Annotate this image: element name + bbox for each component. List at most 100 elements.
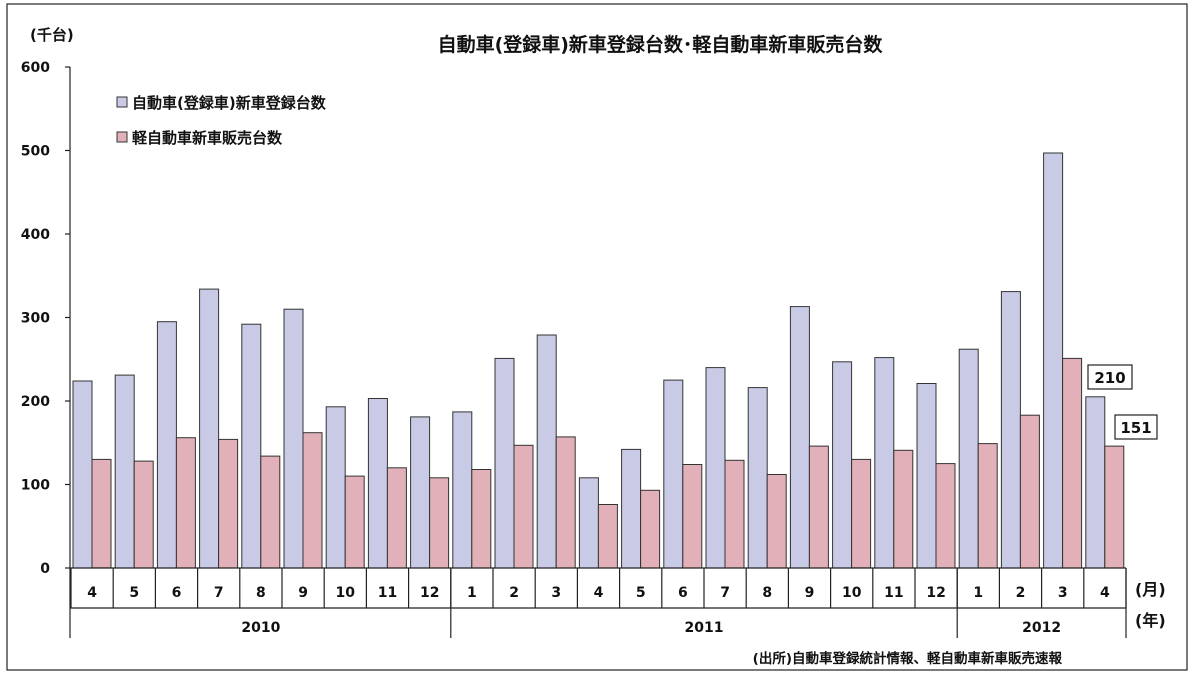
bar-kei	[260, 455, 281, 569]
bar-registered	[367, 398, 388, 569]
x-tick-label: 3	[1058, 585, 1068, 601]
bar-kei	[766, 474, 787, 569]
x-tick-label: 10	[336, 585, 356, 601]
bar-kei	[218, 438, 239, 569]
bar-registered	[72, 380, 93, 569]
callout-151: 151	[1120, 419, 1151, 437]
bar-registered	[241, 323, 262, 569]
bar-kei	[597, 504, 618, 569]
bar-registered	[874, 357, 895, 569]
x-tick-label: 2	[509, 585, 519, 601]
x-tick-label: 4	[594, 585, 604, 601]
bar-kei	[429, 477, 450, 569]
bar-kei	[893, 449, 914, 569]
bar-registered	[621, 448, 642, 569]
x-tick-label: 9	[298, 585, 308, 601]
bar-kei	[935, 463, 956, 569]
x-tick-label: 7	[720, 585, 730, 601]
x-tick-label: 5	[636, 585, 646, 601]
bar-registered	[578, 477, 599, 569]
source-note: (出所)自動車登録統計情報、軽自動車新車販売速報	[753, 650, 1063, 667]
y-tick-label: 400	[21, 227, 50, 243]
x-tick-label: 8	[256, 585, 266, 601]
legend-swatch-registered	[116, 96, 128, 108]
bar-kei	[386, 467, 407, 569]
x-tick-label: 8	[762, 585, 772, 601]
bars	[72, 152, 1125, 569]
bar-registered	[536, 334, 557, 569]
x-tick-label: 6	[172, 585, 182, 601]
bar-kei	[91, 458, 112, 569]
bar-registered	[705, 367, 726, 569]
bar-registered	[1043, 152, 1064, 569]
bar-registered	[747, 387, 768, 569]
x-tick-label: 7	[214, 585, 224, 601]
x-tick-label: 3	[551, 585, 561, 601]
year-axis-label: (年)	[1135, 611, 1166, 630]
year-label: 2012	[1022, 620, 1061, 636]
bar-registered	[156, 321, 177, 569]
x-tick-label: 2	[1016, 585, 1026, 601]
x-tick-label: 12	[926, 585, 945, 601]
bar-kei	[1104, 445, 1125, 569]
x-tick-label: 1	[467, 585, 477, 601]
x-tick-label: 9	[805, 585, 815, 601]
bar-kei	[1019, 414, 1040, 569]
bar-kei	[513, 444, 534, 569]
year-label: 2011	[685, 620, 724, 636]
bar-registered	[663, 379, 684, 569]
x-tick-label: 11	[378, 585, 397, 601]
bar-kei	[175, 437, 196, 569]
bar-registered	[916, 383, 937, 569]
y-tick-label: 600	[21, 60, 50, 76]
y-axis-unit: (千台)	[30, 26, 74, 44]
chart-title: 自動車(登録車)新車登録台数･軽自動車新車販売台数	[438, 33, 884, 56]
legend-swatch-kei	[116, 131, 128, 143]
bar-registered	[114, 374, 135, 569]
y-axis: 0 100 200 300 400 500 600	[21, 60, 71, 577]
x-tick-label: 4	[87, 585, 97, 601]
bar-kei	[471, 469, 492, 569]
x-tick-label: 10	[842, 585, 862, 601]
bar-registered	[1000, 291, 1021, 569]
bar-kei	[808, 445, 829, 569]
bar-registered	[1085, 396, 1106, 569]
bar-registered	[410, 416, 431, 569]
bar-kei	[977, 443, 998, 569]
bar-kei	[1062, 357, 1083, 569]
bar-registered	[789, 306, 810, 569]
bar-registered	[283, 308, 304, 569]
y-tick-label: 300	[21, 311, 50, 327]
bar-registered	[832, 361, 853, 569]
bar-registered	[958, 348, 979, 569]
x-tick-label: 5	[129, 585, 139, 601]
bar-kei	[344, 475, 365, 569]
bar-kei	[640, 489, 661, 569]
x-tick-label: 4	[1100, 585, 1110, 601]
bar-kei	[724, 459, 745, 569]
legend: 自動車(登録車)新車登録台数 軽自動車新車販売台数	[116, 94, 327, 147]
x-tick-label: 12	[420, 585, 439, 601]
x-tick-label: 1	[973, 585, 983, 601]
y-tick-label: 0	[40, 561, 50, 577]
x-tick-label: 6	[678, 585, 688, 601]
x-tick-label: 11	[884, 585, 903, 601]
legend-label-kei: 軽自動車新車販売台数	[132, 129, 283, 147]
callout-box-210	[1087, 364, 1133, 390]
callout-box-151	[1114, 414, 1158, 440]
bar-registered	[199, 288, 220, 569]
bar-kei	[682, 464, 703, 569]
year-label: 2010	[241, 620, 280, 636]
y-tick-label: 200	[21, 394, 50, 410]
callout-210: 210	[1094, 369, 1125, 387]
bar-registered	[494, 357, 515, 569]
bar-registered	[325, 406, 346, 569]
y-tick-label: 500	[21, 144, 50, 160]
bar-kei	[133, 460, 154, 569]
bar-kei	[555, 436, 576, 569]
bar-kei	[851, 458, 872, 569]
bar-registered	[452, 411, 473, 569]
month-axis-label: (月)	[1135, 580, 1166, 599]
